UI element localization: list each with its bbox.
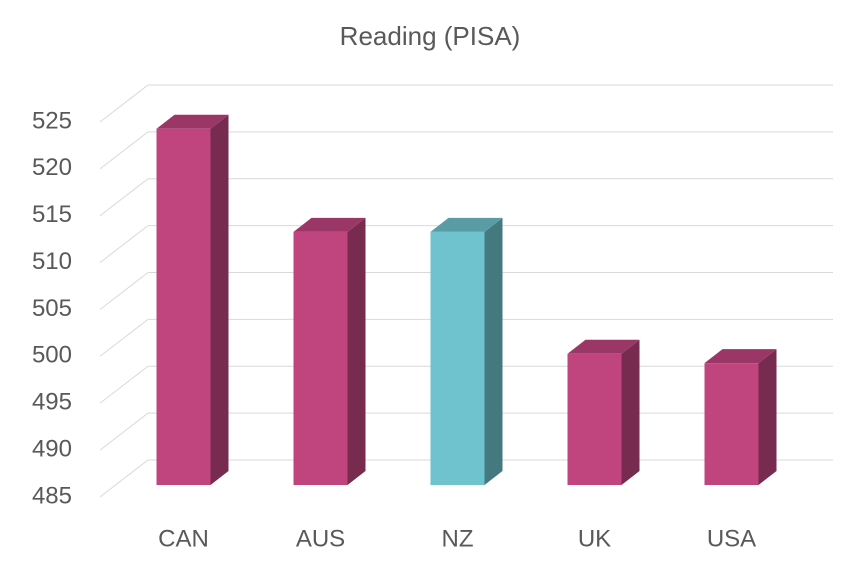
x-tick-label: CAN: [158, 525, 209, 552]
y-tick-label: 490: [32, 435, 72, 462]
grid-line-side: [99, 131, 149, 170]
bar-side: [758, 349, 777, 485]
bar-top: [704, 349, 777, 364]
y-tick-label: 500: [32, 342, 72, 369]
y-tick-label: 515: [32, 201, 72, 228]
bar-top: [156, 114, 229, 129]
bar: [567, 353, 622, 485]
bar: [430, 231, 485, 485]
bar: [156, 128, 211, 485]
bar: [704, 363, 759, 485]
grid-line-side: [99, 459, 149, 498]
bar-side: [484, 217, 503, 485]
y-tick-label: 485: [32, 482, 72, 509]
y-tick-label: 510: [32, 248, 72, 275]
x-tick-label: UK: [578, 525, 611, 552]
grid-line-side: [99, 412, 149, 451]
bar-top: [293, 217, 366, 232]
y-tick-label: 520: [32, 154, 72, 181]
grid-line-side: [99, 272, 149, 310]
y-tick-label: 525: [32, 107, 72, 134]
grid-line-side: [99, 84, 149, 123]
grid-line-side: [99, 178, 149, 217]
bar-top: [430, 217, 503, 232]
grid-line-side: [99, 365, 149, 404]
y-tick-label: 505: [32, 295, 72, 322]
x-tick-label: USA: [707, 525, 756, 552]
grid-line-side: [99, 318, 149, 357]
grid-line-side: [99, 225, 149, 264]
x-tick-label: AUS: [296, 525, 345, 552]
chart-title: Reading (PISA): [340, 21, 521, 51]
x-tick-label: NZ: [442, 525, 474, 552]
bar-top: [567, 339, 640, 354]
bar-side: [621, 339, 640, 485]
bar-side: [210, 114, 229, 485]
bar-side: [347, 217, 366, 485]
bar: [293, 231, 348, 485]
y-tick-label: 495: [32, 389, 72, 416]
